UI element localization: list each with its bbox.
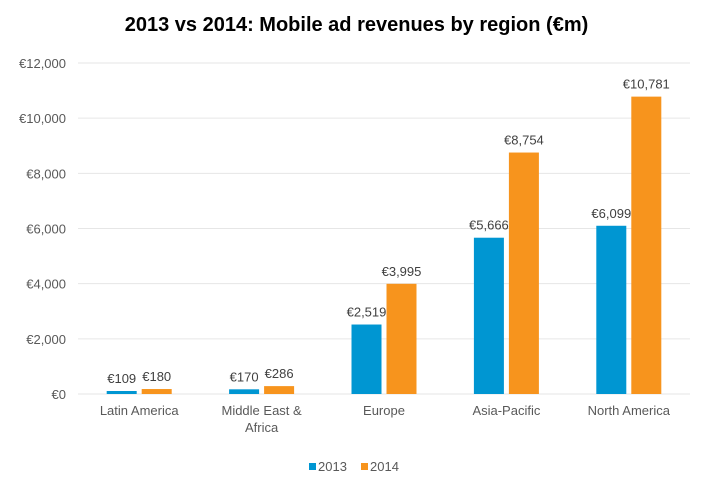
legend-item-2014: 2014 <box>361 459 399 474</box>
bar-2014 <box>386 283 417 394</box>
legend-swatch <box>361 463 368 470</box>
legend-swatch <box>309 463 316 470</box>
y-axis-tick-labels: €0 €2,000 €4,000 €6,000 €8,000 €10,000 €12,000 <box>19 56 66 402</box>
bar-2013 <box>229 389 260 394</box>
bars <box>106 96 662 394</box>
legend: 2013 2014 <box>309 459 399 474</box>
y-tick-label: €2,000 <box>26 332 66 347</box>
bar-2014 <box>508 152 539 394</box>
legend-label: 2014 <box>370 459 399 474</box>
x-tick-label: Europe <box>363 403 405 418</box>
data-labels: €109 €180 €170 €286 €2,519 €3,995 €5,666 €8,754… <box>107 77 670 386</box>
x-tick-label: Latin America <box>100 403 180 418</box>
x-tick-label: North America <box>588 403 671 418</box>
y-tick-label: €4,000 <box>26 277 66 292</box>
legend-label: 2013 <box>318 459 347 474</box>
bar-2014 <box>264 386 295 394</box>
data-label-2013: €6,099 <box>591 206 631 221</box>
bar-2013 <box>351 324 382 394</box>
bar-2013 <box>106 390 137 394</box>
x-axis-tick-labels: Latin America Middle East & Africa Europe As… <box>100 403 671 435</box>
y-tick-label: €10,000 <box>19 111 66 126</box>
data-label-2014: €8,754 <box>504 133 544 148</box>
data-label-2013: €109 <box>107 371 136 386</box>
x-tick-label: Africa <box>245 420 279 435</box>
x-tick-label: Middle East & <box>221 403 302 418</box>
x-tick-label: Asia-Pacific <box>472 403 540 418</box>
y-tick-label: €8,000 <box>26 166 66 181</box>
bar-2014 <box>631 96 662 394</box>
bar-2014 <box>141 389 172 394</box>
y-tick-label: €6,000 <box>26 222 66 237</box>
bar-2013 <box>596 225 627 394</box>
chart-title: 2013 vs 2014: Mobile ad revenues by regi… <box>124 14 589 36</box>
data-label-2014: €10,781 <box>623 77 670 92</box>
data-label-2014: €180 <box>142 369 171 384</box>
data-label-2013: €170 <box>230 369 259 384</box>
bar-2013 <box>473 237 504 394</box>
data-label-2014: €286 <box>265 366 294 381</box>
gridlines <box>78 62 690 395</box>
legend-item-2013: 2013 <box>309 459 347 474</box>
data-label-2013: €2,519 <box>347 305 387 320</box>
y-tick-label: €12,000 <box>19 56 66 71</box>
data-label-2014: €3,995 <box>382 264 422 279</box>
y-tick-label: €0 <box>52 387 66 402</box>
data-label-2013: €5,666 <box>469 218 509 233</box>
